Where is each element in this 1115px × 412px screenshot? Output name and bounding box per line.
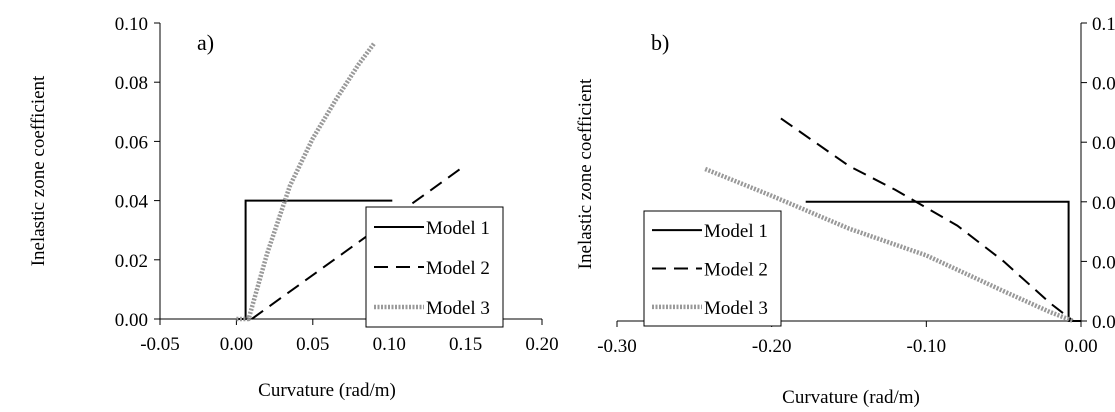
y-tick-label: 0.08 <box>1092 74 1115 95</box>
legend-label: Model 3 <box>704 298 768 319</box>
y-tick-label: 0.04 <box>115 192 149 213</box>
chart-panel-a: 0.00 0.02 0.04 0.06 0.08 0.10 -0.05 0.00 0.05 0.1… <box>28 14 559 401</box>
legend-label: Model 3 <box>426 298 490 319</box>
y-tick-label: 0.02 <box>1092 252 1115 273</box>
x-tick-label: 0.20 <box>525 334 558 355</box>
x-tick-label: 0.00 <box>1064 336 1097 357</box>
x-tick-label: -0.05 <box>140 334 180 355</box>
x-tick-label: -0.10 <box>907 336 947 357</box>
panel-label: a) <box>197 30 214 55</box>
y-tick-label: 0.06 <box>115 132 148 153</box>
y-tick-label: 0.08 <box>115 73 148 94</box>
legend-label: Model 1 <box>704 221 768 242</box>
x-tick-label: -0.20 <box>752 336 792 357</box>
series-model-3-line <box>236 44 374 319</box>
x-tick-label: 0.15 <box>449 334 482 355</box>
x-tick-label: 0.05 <box>296 334 329 355</box>
legend-label: Model 1 <box>426 218 490 239</box>
series-model-1-line <box>806 202 1081 321</box>
legend-label: Model 2 <box>426 258 490 279</box>
chart-panel-b: 0.00 0.02 0.04 0.06 0.08 0.10 -0.30 -0.20 -0.10 0… <box>575 14 1115 408</box>
y-tick-label: 0.10 <box>115 14 148 35</box>
legend-label: Model 2 <box>704 260 768 281</box>
x-tick-label: 0.10 <box>373 334 406 355</box>
panel-label: b) <box>651 30 669 55</box>
x-axis-label: Curvature (rad/m) <box>258 380 396 401</box>
y-tick-label: 0.06 <box>1092 133 1115 154</box>
y-tick-label: 0.10 <box>1092 14 1115 35</box>
y-axis-label: Inelastic zone coefficient <box>575 78 596 269</box>
y-tick-label: 0.04 <box>1092 193 1115 214</box>
y-tick-label: 0.00 <box>115 310 148 331</box>
y-axis-label: Inelastic zone coefficient <box>28 75 49 266</box>
x-axis-label: Curvature (rad/m) <box>782 387 920 408</box>
x-tick-label: 0.00 <box>220 334 253 355</box>
y-tick-label: 0.02 <box>115 251 148 272</box>
x-tick-label: -0.30 <box>597 336 637 357</box>
y-tick-label: 0.00 <box>1092 312 1115 333</box>
